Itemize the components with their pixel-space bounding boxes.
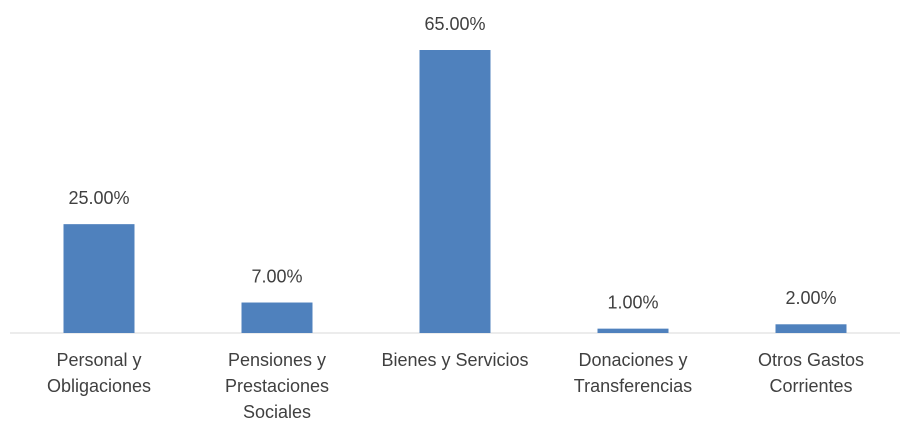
x-tick-label: Donaciones y Transferencias [573, 350, 693, 396]
value-label: 25.00% [68, 188, 129, 208]
x-tick-label: Personal y Obligaciones [46, 350, 152, 396]
bar [241, 302, 313, 333]
x-tick-label: Otros Gastos Corrientes [757, 350, 865, 396]
x-tick-label: Bienes y Servicios [381, 350, 529, 370]
bar [419, 50, 491, 333]
value-label: 2.00% [785, 288, 836, 308]
bar [597, 328, 669, 333]
x-tick-label: Pensiones y Prestaciones Sociales [224, 350, 330, 422]
bar [63, 224, 135, 333]
bar [775, 324, 847, 333]
value-label: 7.00% [251, 266, 302, 286]
value-label: 65.00% [424, 14, 485, 34]
value-label: 1.00% [607, 292, 658, 312]
